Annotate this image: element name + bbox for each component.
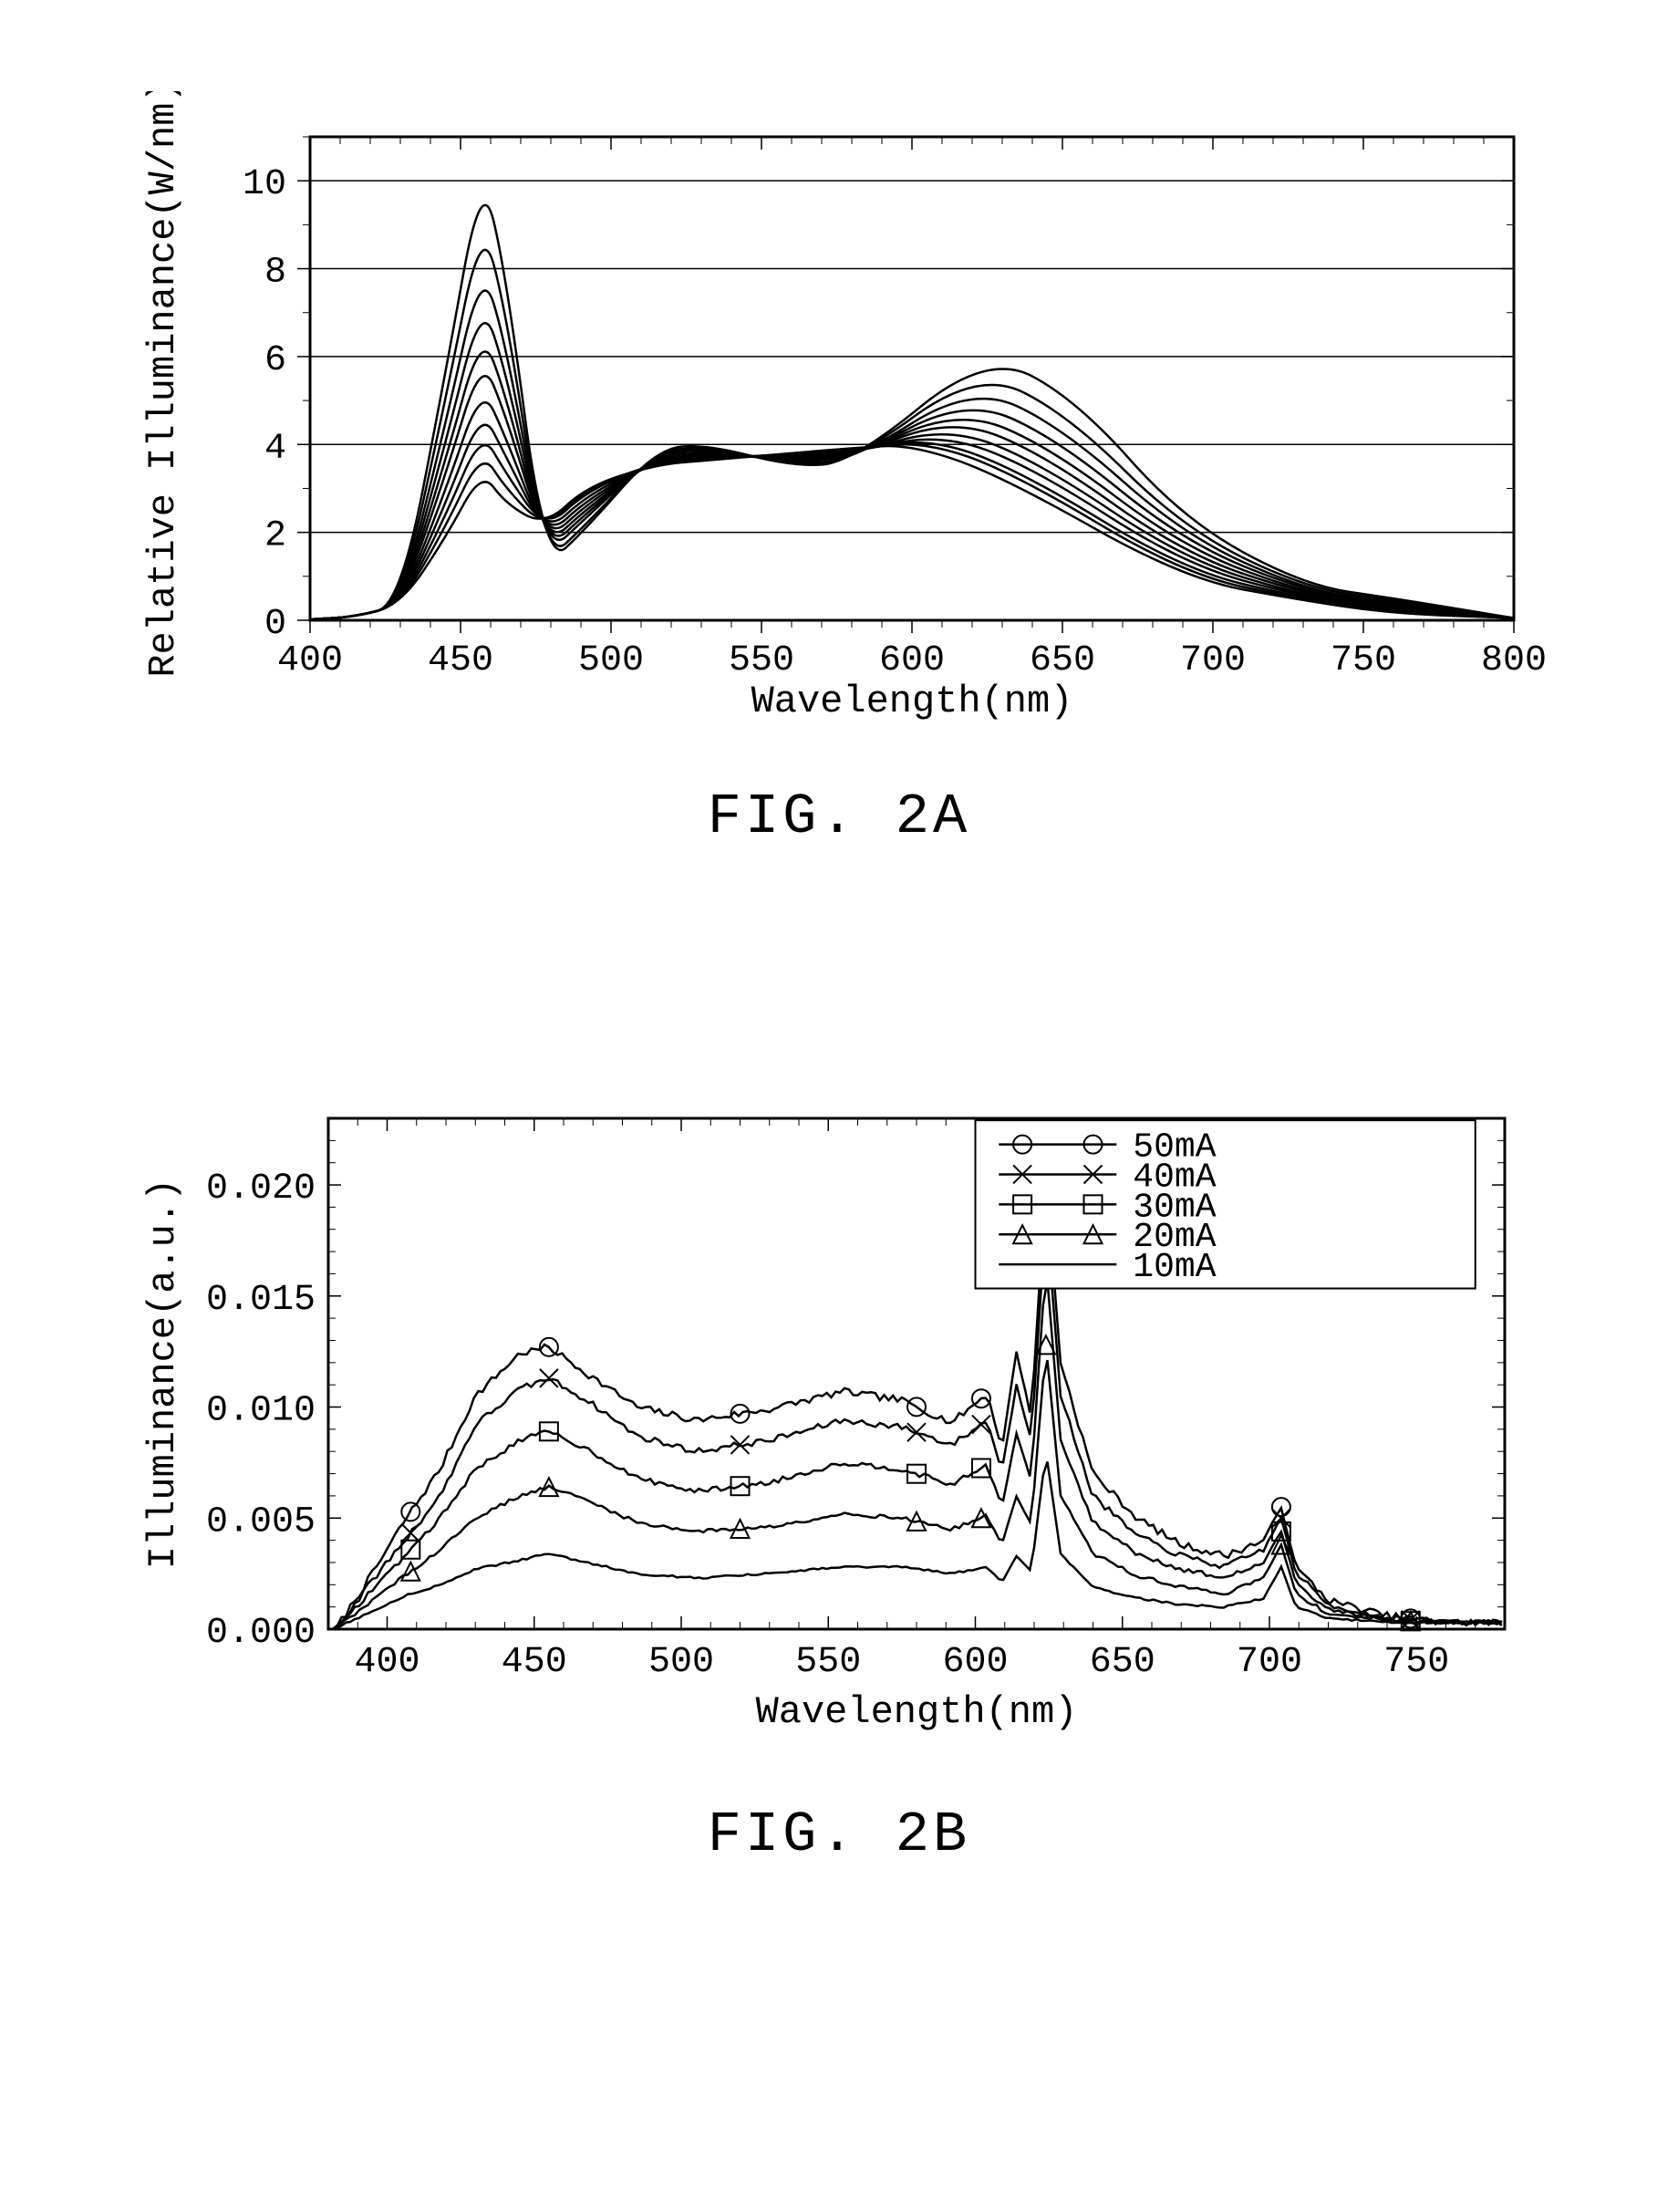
svg-text:4: 4: [264, 428, 286, 469]
svg-text:Illuminance(a.u.): Illuminance(a.u.): [141, 1179, 185, 1569]
svg-text:550: 550: [795, 1642, 861, 1683]
svg-text:600: 600: [942, 1642, 1008, 1683]
svg-text:400: 400: [354, 1642, 420, 1683]
svg-text:500: 500: [578, 640, 644, 681]
svg-text:450: 450: [428, 640, 493, 681]
svg-text:10mA: 10mA: [1133, 1248, 1216, 1287]
svg-text:8: 8: [264, 253, 286, 294]
caption-2b: FIG. 2B: [708, 1802, 970, 1867]
svg-text:Relative Illuminance(W/nm): Relative Illuminance(W/nm): [141, 91, 185, 678]
svg-text:10: 10: [243, 164, 286, 205]
svg-text:400: 400: [277, 640, 343, 681]
svg-text:750: 750: [1383, 1642, 1449, 1683]
svg-text:0.010: 0.010: [206, 1391, 316, 1432]
svg-text:600: 600: [879, 640, 945, 681]
svg-text:550: 550: [729, 640, 794, 681]
svg-text:700: 700: [1237, 1642, 1302, 1683]
svg-text:0.015: 0.015: [206, 1280, 316, 1321]
caption-2a: FIG. 2A: [708, 784, 970, 849]
svg-text:750: 750: [1331, 640, 1396, 681]
chart-2a-svg: 400 450 500 550 600 650 700 750 800 0 2 4 6 8 10 Wavele…: [119, 91, 1559, 766]
svg-text:6: 6: [264, 340, 286, 381]
svg-text:800: 800: [1481, 640, 1547, 681]
svg-text:Wavelength(nm): Wavelength(nm): [751, 680, 1073, 723]
chart-2b-svg: 400 450 500 550 600 650 700 750 0.000 0.005 0.010 0…: [119, 1064, 1559, 1784]
svg-text:650: 650: [1090, 1642, 1155, 1683]
figure-gap: [100, 849, 1578, 1064]
svg-text:2: 2: [264, 516, 286, 557]
svg-text:0.020: 0.020: [206, 1168, 316, 1210]
svg-text:700: 700: [1180, 640, 1246, 681]
figure-2b: 400 450 500 550 600 650 700 750 0.000 0.005 0.010 0…: [100, 1064, 1578, 1867]
svg-text:500: 500: [648, 1642, 714, 1683]
figure-2a: 400 450 500 550 600 650 700 750 800 0 2 4 6 8 10 Wavele…: [100, 91, 1578, 849]
svg-text:Wavelength(nm): Wavelength(nm): [756, 1690, 1078, 1734]
svg-text:650: 650: [1030, 640, 1095, 681]
svg-text:450: 450: [502, 1642, 567, 1683]
svg-text:0.000: 0.000: [206, 1613, 316, 1654]
svg-text:0: 0: [264, 604, 286, 645]
svg-text:0.005: 0.005: [206, 1501, 316, 1542]
